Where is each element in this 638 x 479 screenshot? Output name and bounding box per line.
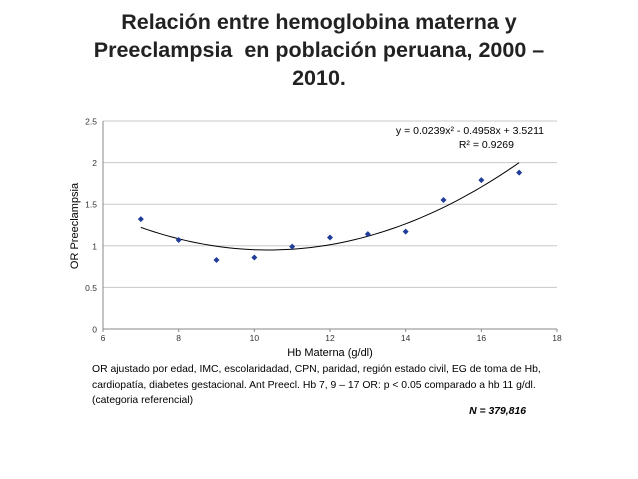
x-tick-label: 12 xyxy=(325,333,335,343)
y-axis-label: OR Preeclampsia xyxy=(69,182,81,269)
data-point xyxy=(516,169,523,176)
trendline xyxy=(140,162,520,251)
equation-label: y = 0.0239x² - 0.4958x + 3.5211 xyxy=(396,125,544,137)
x-tick-label: 14 xyxy=(401,333,411,343)
x-axis-label: Hb Materna (g/dl) xyxy=(287,347,373,359)
y-tick-label: 2.5 xyxy=(85,117,97,127)
x-tick-label: 6 xyxy=(101,333,106,343)
x-tick-label: 16 xyxy=(477,333,487,343)
r-squared-label: R² = 0.9269 xyxy=(459,139,514,151)
data-point xyxy=(175,236,182,243)
title-line-3: 2010. xyxy=(292,66,346,90)
page-title: Relación entre hemoglobina materna y Pre… xyxy=(20,8,618,92)
y-tick-label: 0.5 xyxy=(85,283,97,293)
x-tick-label: 8 xyxy=(176,333,181,343)
x-tick-label: 10 xyxy=(250,333,260,343)
data-point xyxy=(327,234,333,241)
y-tick-label: 1 xyxy=(92,241,97,251)
data-point xyxy=(137,216,144,223)
axis-layer: 0 0.5 1 1.5 2 2.5 6 8 10 12 14 16 18 xyxy=(85,117,562,344)
sample-size: N = 379,816 xyxy=(469,406,526,417)
title-line-1: Relación entre hemoglobina materna y xyxy=(121,10,517,34)
grid-layer xyxy=(103,120,557,330)
point-layer xyxy=(137,169,523,263)
data-point xyxy=(289,243,296,250)
data-point xyxy=(364,231,371,238)
y-tick-label: 0 xyxy=(92,325,97,335)
trend-layer xyxy=(140,162,520,251)
data-point xyxy=(478,177,485,184)
data-point xyxy=(213,256,220,263)
data-point xyxy=(402,228,409,235)
y-tick-label: 2 xyxy=(92,158,97,168)
x-tick-label: 18 xyxy=(552,333,562,343)
title-line-2: Preeclampsia en población peruana, 2000 … xyxy=(93,38,545,62)
data-point xyxy=(251,254,258,261)
y-tick-label: 1.5 xyxy=(85,200,97,210)
data-point xyxy=(440,197,447,204)
footnote: OR ajustado por edad, IMC, escolaridadad… xyxy=(92,364,541,406)
